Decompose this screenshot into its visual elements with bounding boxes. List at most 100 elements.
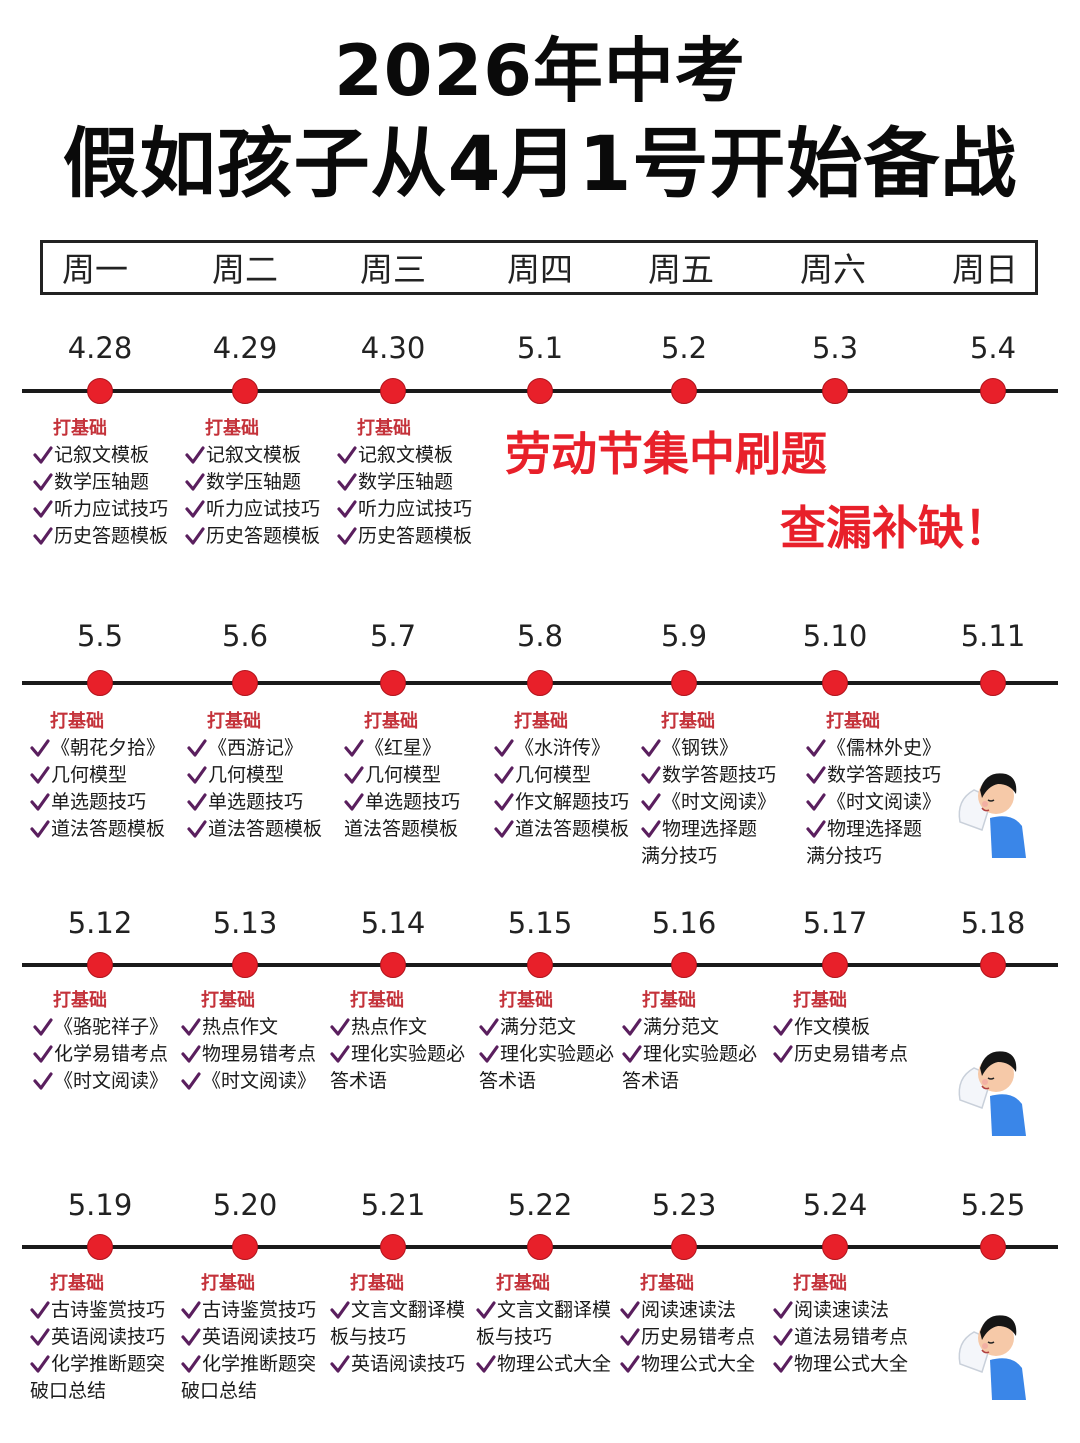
note-tag: 打基础 [364, 711, 418, 732]
note-item-text: 热点作文 [202, 1016, 279, 1038]
note-item-text: 化学推断题突 [202, 1353, 317, 1375]
note-item: 文言文翻译模 [476, 1297, 611, 1324]
note-item: 破口总结 [30, 1378, 165, 1405]
checkmark-icon [185, 500, 205, 518]
note-item-text: 物理公式大全 [641, 1353, 756, 1375]
note-item-text: 《西游记》 [208, 737, 304, 759]
note-item: 满分范文 [479, 1014, 614, 1041]
note-item-text: 几何模型 [208, 764, 285, 786]
checkmark-icon [641, 739, 661, 757]
note-tag: 打基础 [496, 1273, 550, 1294]
note-item-text: 单选题技巧 [365, 791, 461, 813]
date-label: 5.19 [67, 1188, 133, 1222]
note-item-text: 英语阅读技巧 [51, 1326, 166, 1348]
note-item-text: 阅读速读法 [641, 1299, 737, 1321]
checkmark-icon [622, 1045, 642, 1063]
note-item-text: 《儒林外史》 [827, 737, 942, 759]
study-note: 打基础 《儒林外史》 数学答题技巧 《时文阅读》 物理选择题 满分技巧 [806, 708, 941, 870]
checkmark-icon [181, 1045, 201, 1063]
note-item-text: 道法答题模板 [344, 818, 459, 840]
timeline-dot [527, 670, 553, 696]
timeline-dot [671, 1234, 697, 1260]
checkmark-icon [330, 1301, 350, 1319]
note-item: 作文模板 [773, 1014, 908, 1041]
note-item-text: 数学压轴题 [54, 471, 150, 493]
note-item-text: 作文模板 [794, 1016, 871, 1038]
study-note: 打基础 阅读速读法 道法易错考点 物理公式大全 [773, 1270, 908, 1378]
note-item-text: 历史答题模板 [358, 525, 473, 547]
checkmark-icon [641, 766, 661, 784]
checkmark-icon [330, 1018, 350, 1036]
checkmark-icon [620, 1328, 640, 1346]
checkmark-icon [181, 1355, 201, 1373]
title-line-2: 假如孩子从4月1号开始备战 [62, 119, 1018, 208]
note-item: 道法答题模板 [494, 816, 629, 843]
note-item: 几何模型 [494, 762, 629, 789]
note-tag: 打基础 [50, 1273, 104, 1294]
checkmark-icon [344, 739, 364, 757]
note-item: 《水浒传》 [494, 735, 629, 762]
date-label: 5.24 [802, 1188, 868, 1222]
timeline-dot [980, 670, 1006, 696]
checkmark-icon [33, 1018, 53, 1036]
note-item-text: 理化实验题必 [643, 1043, 758, 1065]
note-item-text: 道法答题模板 [515, 818, 630, 840]
note-item-text: 历史答题模板 [206, 525, 321, 547]
date-label: 5.15 [507, 906, 573, 940]
checkmark-icon [30, 766, 50, 784]
checkmark-icon [773, 1018, 793, 1036]
note-item: 化学推断题突 [181, 1351, 316, 1378]
note-item: 作文解题技巧 [494, 789, 629, 816]
note-item: 热点作文 [330, 1014, 465, 1041]
timeline-dot [527, 952, 553, 978]
checkmark-icon [33, 1045, 53, 1063]
checkmark-icon [773, 1355, 793, 1373]
timeline-dot [527, 1234, 553, 1260]
checkmark-icon [185, 473, 205, 491]
note-item-text: 《红星》 [365, 737, 442, 759]
date-label: 5.17 [802, 906, 868, 940]
checkmark-icon [494, 739, 514, 757]
note-item-text: 文言文翻译模 [351, 1299, 466, 1321]
note-item: 道法答题模板 [187, 816, 322, 843]
note-tag: 打基础 [642, 990, 696, 1011]
note-item-text: 历史易错考点 [794, 1043, 909, 1065]
checkmark-icon [620, 1301, 640, 1319]
timeline-dot [527, 378, 553, 404]
checkmark-icon [181, 1018, 201, 1036]
study-note: 打基础 满分范文 理化实验题必 答术语 [479, 987, 614, 1095]
study-note: 打基础 热点作文 物理易错考点 《时文阅读》 [181, 987, 316, 1095]
note-item: 数学压轴题 [185, 469, 320, 496]
note-item-text: 英语阅读技巧 [202, 1326, 317, 1348]
checkmark-icon [187, 739, 207, 757]
holiday-slogan-line-1: 劳动节集中刷题 [505, 427, 827, 481]
note-item-text: 《时文阅读》 [202, 1070, 317, 1092]
date-label: 4.30 [360, 331, 426, 365]
note-item-text: 满分技巧 [806, 845, 883, 867]
checkmark-icon [181, 1072, 201, 1090]
timeline-dot [822, 670, 848, 696]
note-item-text: 答术语 [479, 1070, 537, 1092]
note-item: 历史易错考点 [620, 1324, 755, 1351]
weekday-label: 周六 [800, 250, 866, 289]
note-item-text: 几何模型 [51, 764, 128, 786]
checkmark-icon [806, 766, 826, 784]
note-item-text: 《时文阅读》 [662, 791, 777, 813]
checkmark-icon [33, 527, 53, 545]
date-label: 5.25 [960, 1188, 1026, 1222]
holiday-slogan-line-2: 查漏补缺！ [780, 501, 1010, 555]
date-label: 4.29 [212, 331, 278, 365]
weekday-label: 周二 [212, 250, 278, 289]
weekday-label: 周三 [360, 250, 426, 289]
note-item: 热点作文 [181, 1014, 316, 1041]
note-item: 理化实验题必 [622, 1041, 757, 1068]
note-item: 《钢铁》 [641, 735, 776, 762]
note-item: 历史答题模板 [185, 523, 320, 550]
note-tag: 打基础 [53, 418, 107, 439]
note-item: 古诗鉴赏技巧 [181, 1297, 316, 1324]
date-label: 5.5 [76, 619, 124, 653]
note-tag: 打基础 [205, 418, 259, 439]
checkmark-icon [773, 1045, 793, 1063]
study-note: 打基础 《红星》 几何模型 单选题技巧 道法答题模板 [344, 708, 460, 843]
timeline-dot [380, 1234, 406, 1260]
